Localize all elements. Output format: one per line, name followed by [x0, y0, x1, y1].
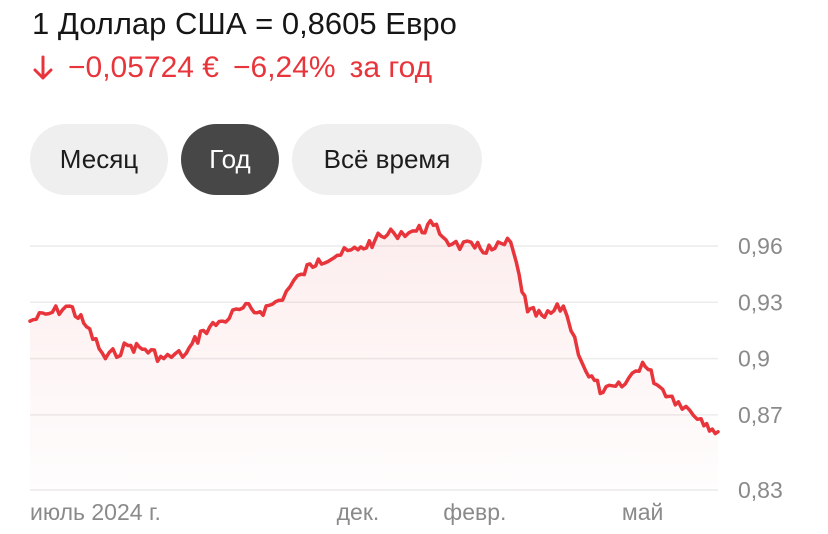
chart-data-point — [658, 385, 662, 389]
period-selector: Месяц Год Всё время — [30, 124, 482, 195]
chart-data-point — [716, 430, 720, 434]
chart-data-point — [490, 248, 494, 252]
chart-data-point — [143, 347, 147, 351]
chart-data-point — [450, 242, 454, 246]
x-tick-label: июль 2024 г. — [30, 499, 161, 525]
period-year-button[interactable]: Год — [181, 124, 279, 195]
chart-data-point — [103, 357, 107, 361]
chart-data-point — [335, 253, 339, 257]
chart-data-point — [201, 328, 205, 333]
chart-data-point — [676, 400, 681, 404]
chart-data-point — [414, 229, 418, 233]
chart-data-point — [316, 257, 320, 261]
y-tick-label: 0,93 — [738, 289, 783, 315]
x-tick-label: май — [622, 499, 663, 525]
chart-data-point — [620, 385, 624, 389]
chart-data-point — [509, 240, 513, 244]
x-tick-label: февр. — [443, 499, 506, 525]
period-month-button[interactable]: Месяц — [30, 124, 168, 195]
x-tick-label: дек. — [337, 499, 380, 525]
chart-data-point — [641, 360, 645, 364]
chart-area-fill — [30, 220, 718, 490]
chart-data-point — [299, 272, 303, 276]
y-tick-label: 0,96 — [738, 233, 783, 259]
chart-data-point — [584, 370, 588, 374]
chart-data-point — [47, 312, 51, 316]
chart-data-point — [431, 223, 435, 227]
chart-data-point — [373, 238, 377, 242]
chart-data-point — [162, 357, 166, 361]
chart-data-point — [277, 298, 281, 302]
chart-data-point — [699, 417, 703, 421]
chart-data-point — [126, 343, 130, 348]
y-tick-label: 0,83 — [738, 477, 783, 503]
arrow-down-icon — [30, 53, 56, 83]
chart-data-point — [601, 390, 605, 394]
chart-data-point — [543, 315, 547, 319]
chart-data-point — [526, 310, 530, 314]
chart-data-point — [561, 304, 566, 308]
chart-data-point — [28, 319, 32, 323]
chart-data-point — [84, 325, 89, 329]
chart-data-point — [241, 306, 245, 310]
period-all-time-button[interactable]: Всё время — [292, 124, 482, 195]
change-period: за год — [349, 51, 433, 84]
chart-data-point — [473, 246, 477, 250]
chart-data-point — [392, 231, 396, 235]
change-percent: −6,24% — [232, 51, 336, 84]
rate-change-row: −0,05724 € −6,24% за год — [30, 48, 432, 88]
chart-data-point — [184, 351, 188, 355]
exchange-rate-title: 1 Доллар США = 0,8605 Евро — [32, 6, 457, 41]
chart-data-point — [68, 304, 72, 308]
chart-data-point — [220, 319, 224, 323]
chart-data-point — [356, 248, 360, 252]
y-tick-label: 0,87 — [738, 402, 783, 428]
change-absolute: −0,05724 € — [68, 51, 219, 84]
y-tick-label: 0,9 — [738, 346, 770, 372]
chart-data-point — [258, 310, 262, 314]
